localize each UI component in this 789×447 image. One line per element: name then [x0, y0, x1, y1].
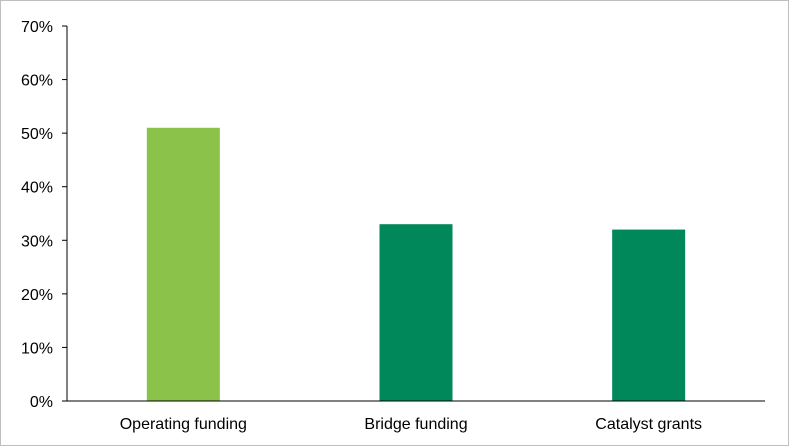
y-tick-label: 30% — [21, 233, 53, 250]
y-tick-label: 40% — [21, 180, 53, 197]
y-tick-label: 10% — [21, 340, 53, 357]
y-tick-label: 70% — [21, 19, 53, 36]
y-tick-label: 50% — [21, 126, 53, 143]
x-category-label: Catalyst grants — [595, 416, 702, 433]
y-tick-label: 0% — [30, 394, 53, 411]
bars — [146, 127, 686, 402]
bar-bridge-funding — [379, 224, 453, 401]
x-category-label: Bridge funding — [364, 416, 467, 433]
y-tick-label: 60% — [21, 73, 53, 90]
y-tick-label: 20% — [21, 287, 53, 304]
x-axis: Operating funding Bridge funding Catalyst … — [67, 400, 765, 433]
x-category-label: Operating funding — [120, 416, 247, 433]
bar-operating-funding — [146, 127, 220, 402]
y-axis: 0% 10% 20% 30% 40% 50% 60% 70% — [21, 19, 68, 411]
bar-catalyst-grants — [612, 229, 686, 401]
